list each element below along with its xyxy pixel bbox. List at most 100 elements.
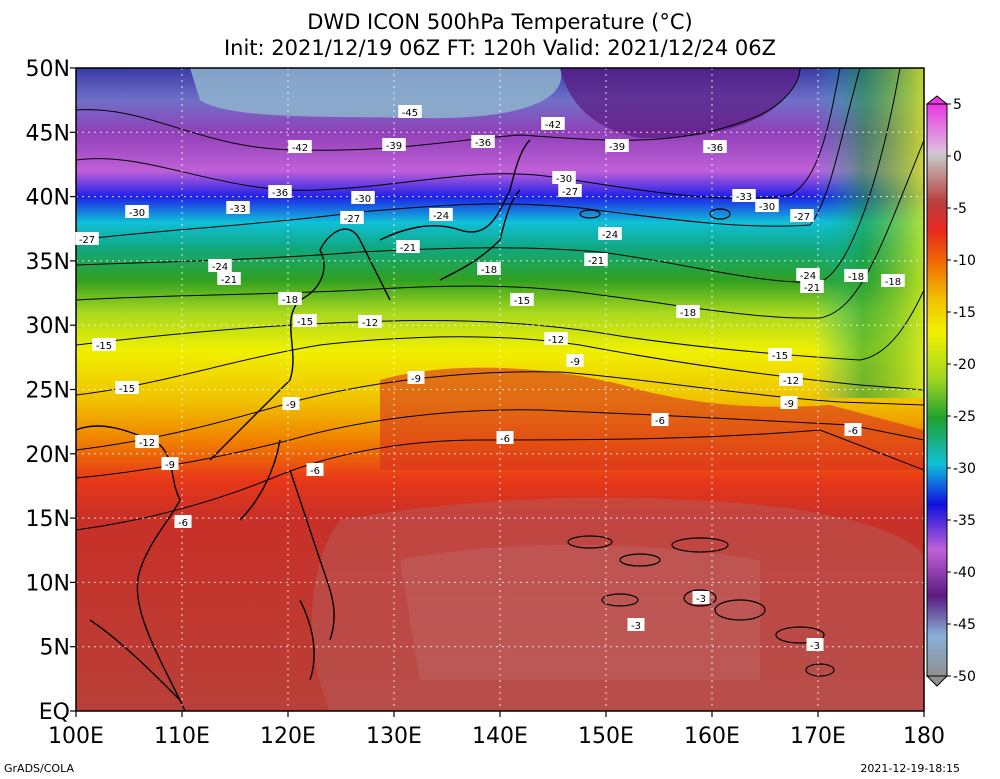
svg-text:-30: -30	[759, 202, 775, 213]
contour-label: -3	[806, 638, 824, 652]
svg-text:-6: -6	[500, 434, 510, 445]
contour-label: -33	[226, 201, 250, 215]
contour-label: -21	[800, 280, 824, 294]
contour-label: -6	[496, 431, 514, 445]
contour-label: -9	[780, 396, 798, 410]
lon-label: 130E	[366, 724, 422, 749]
svg-text:-21: -21	[221, 275, 237, 286]
lat-label: 10N	[26, 571, 70, 596]
map-title: DWD ICON 500hPa Temperature (°C)	[307, 10, 693, 34]
map-subtitle: Init: 2021/12/19 06Z FT: 120h Valid: 202…	[223, 36, 777, 60]
contour-label: -18	[278, 292, 302, 306]
lat-lon-grid	[76, 68, 924, 711]
colorbar-top-arrow	[925, 95, 949, 105]
contour-label: -27	[75, 232, 99, 246]
lon-label: 120E	[260, 724, 316, 749]
svg-text:-24: -24	[212, 262, 228, 273]
temperature-field	[76, 68, 924, 711]
contour-label: -15	[293, 314, 317, 328]
lon-label: 140E	[472, 724, 528, 749]
contour-label: -21	[217, 272, 241, 286]
contour-label: -3	[627, 618, 645, 632]
svg-text:-39: -39	[609, 142, 625, 153]
contour-label: -18	[676, 305, 700, 319]
contour-label: -9	[161, 457, 179, 471]
svg-text:-15: -15	[514, 296, 530, 307]
colorbar-label: -50	[953, 669, 976, 685]
svg-text:-12: -12	[362, 318, 378, 329]
svg-text:-9: -9	[286, 400, 296, 411]
lat-label: 50N	[26, 57, 70, 82]
colorbar-label: -5	[953, 201, 967, 217]
contour-label: -42	[288, 140, 312, 154]
contour-label: -15	[115, 381, 139, 395]
contour-label: -21	[396, 240, 420, 254]
contour-label: -33	[732, 189, 756, 203]
contour-label: -27	[790, 209, 814, 223]
footer-source: GrADS/COLA	[4, 762, 74, 775]
contour-label: -24	[796, 268, 820, 282]
contour-label: -30	[552, 171, 576, 185]
svg-text:-9: -9	[411, 374, 421, 385]
contour-label: -12	[779, 373, 803, 387]
colorbar-label: -20	[953, 357, 976, 373]
svg-text:-12: -12	[139, 438, 155, 449]
contour-label: -45	[398, 105, 422, 119]
colorbar-label: 5	[953, 97, 962, 113]
contour-label: -15	[92, 338, 116, 352]
svg-text:-30: -30	[556, 174, 572, 185]
svg-text:-6: -6	[178, 518, 188, 529]
svg-text:-3: -3	[696, 594, 706, 605]
colorbar: 5 0 -5 -10 -15 -20 -25 -30 -35 -40 -45 -50	[925, 95, 976, 687]
colorbar-label: -25	[953, 409, 976, 425]
contour-label: -24	[429, 208, 453, 222]
lon-label: 150E	[578, 724, 634, 749]
contour-label: -18	[881, 274, 905, 288]
contour-label: -9	[407, 371, 425, 385]
axis-ticks	[70, 67, 925, 717]
contour-label: -36	[471, 135, 495, 149]
lat-label: 25N	[26, 379, 70, 404]
svg-text:-24: -24	[800, 271, 816, 282]
colorbar-label: -40	[953, 565, 976, 581]
svg-text:-3: -3	[810, 641, 820, 652]
contour-label: -6	[174, 515, 192, 529]
svg-text:-6: -6	[310, 466, 320, 477]
contour-label: -3	[692, 591, 710, 605]
contour-label: -18	[844, 269, 868, 283]
lon-label: 100E	[48, 724, 104, 749]
lat-label: 20N	[26, 443, 70, 468]
contour-value-labels: -45 -42 -42 -39 -39 -36 -36 -36 -33 -33 -30 -30 -30 -…	[75, 105, 905, 652]
lat-label: 5N	[40, 636, 70, 661]
svg-text:-36: -36	[475, 138, 491, 149]
contour-label: -6	[651, 413, 669, 427]
svg-text:-9: -9	[784, 399, 794, 410]
footer-timestamp: 2021-12-19-18:15	[860, 762, 960, 775]
svg-text:-18: -18	[481, 265, 497, 276]
svg-text:-30: -30	[129, 208, 145, 219]
colorbar-label: 0	[953, 149, 962, 165]
svg-text:-42: -42	[545, 120, 561, 131]
lon-label: 160E	[684, 724, 740, 749]
svg-text:-45: -45	[402, 108, 418, 119]
svg-text:-12: -12	[548, 335, 564, 346]
svg-text:-15: -15	[772, 351, 788, 362]
svg-text:-15: -15	[96, 341, 112, 352]
svg-text:-27: -27	[344, 214, 360, 225]
svg-text:-21: -21	[588, 256, 604, 267]
lon-label: 170E	[790, 724, 846, 749]
contour-label: -12	[358, 315, 382, 329]
lat-label: 15N	[26, 507, 70, 532]
svg-text:-18: -18	[885, 277, 901, 288]
contour-label: -9	[282, 397, 300, 411]
contour-label: -21	[584, 253, 608, 267]
svg-text:-30: -30	[355, 194, 371, 205]
svg-text:-27: -27	[79, 235, 95, 246]
svg-text:-33: -33	[230, 204, 246, 215]
svg-text:-18: -18	[848, 272, 864, 283]
colorbar-scale	[926, 103, 948, 677]
contour-label: -6	[306, 463, 324, 477]
contour-label: -42	[541, 117, 565, 131]
svg-text:-24: -24	[433, 211, 449, 222]
contour-label: -9	[566, 354, 584, 368]
